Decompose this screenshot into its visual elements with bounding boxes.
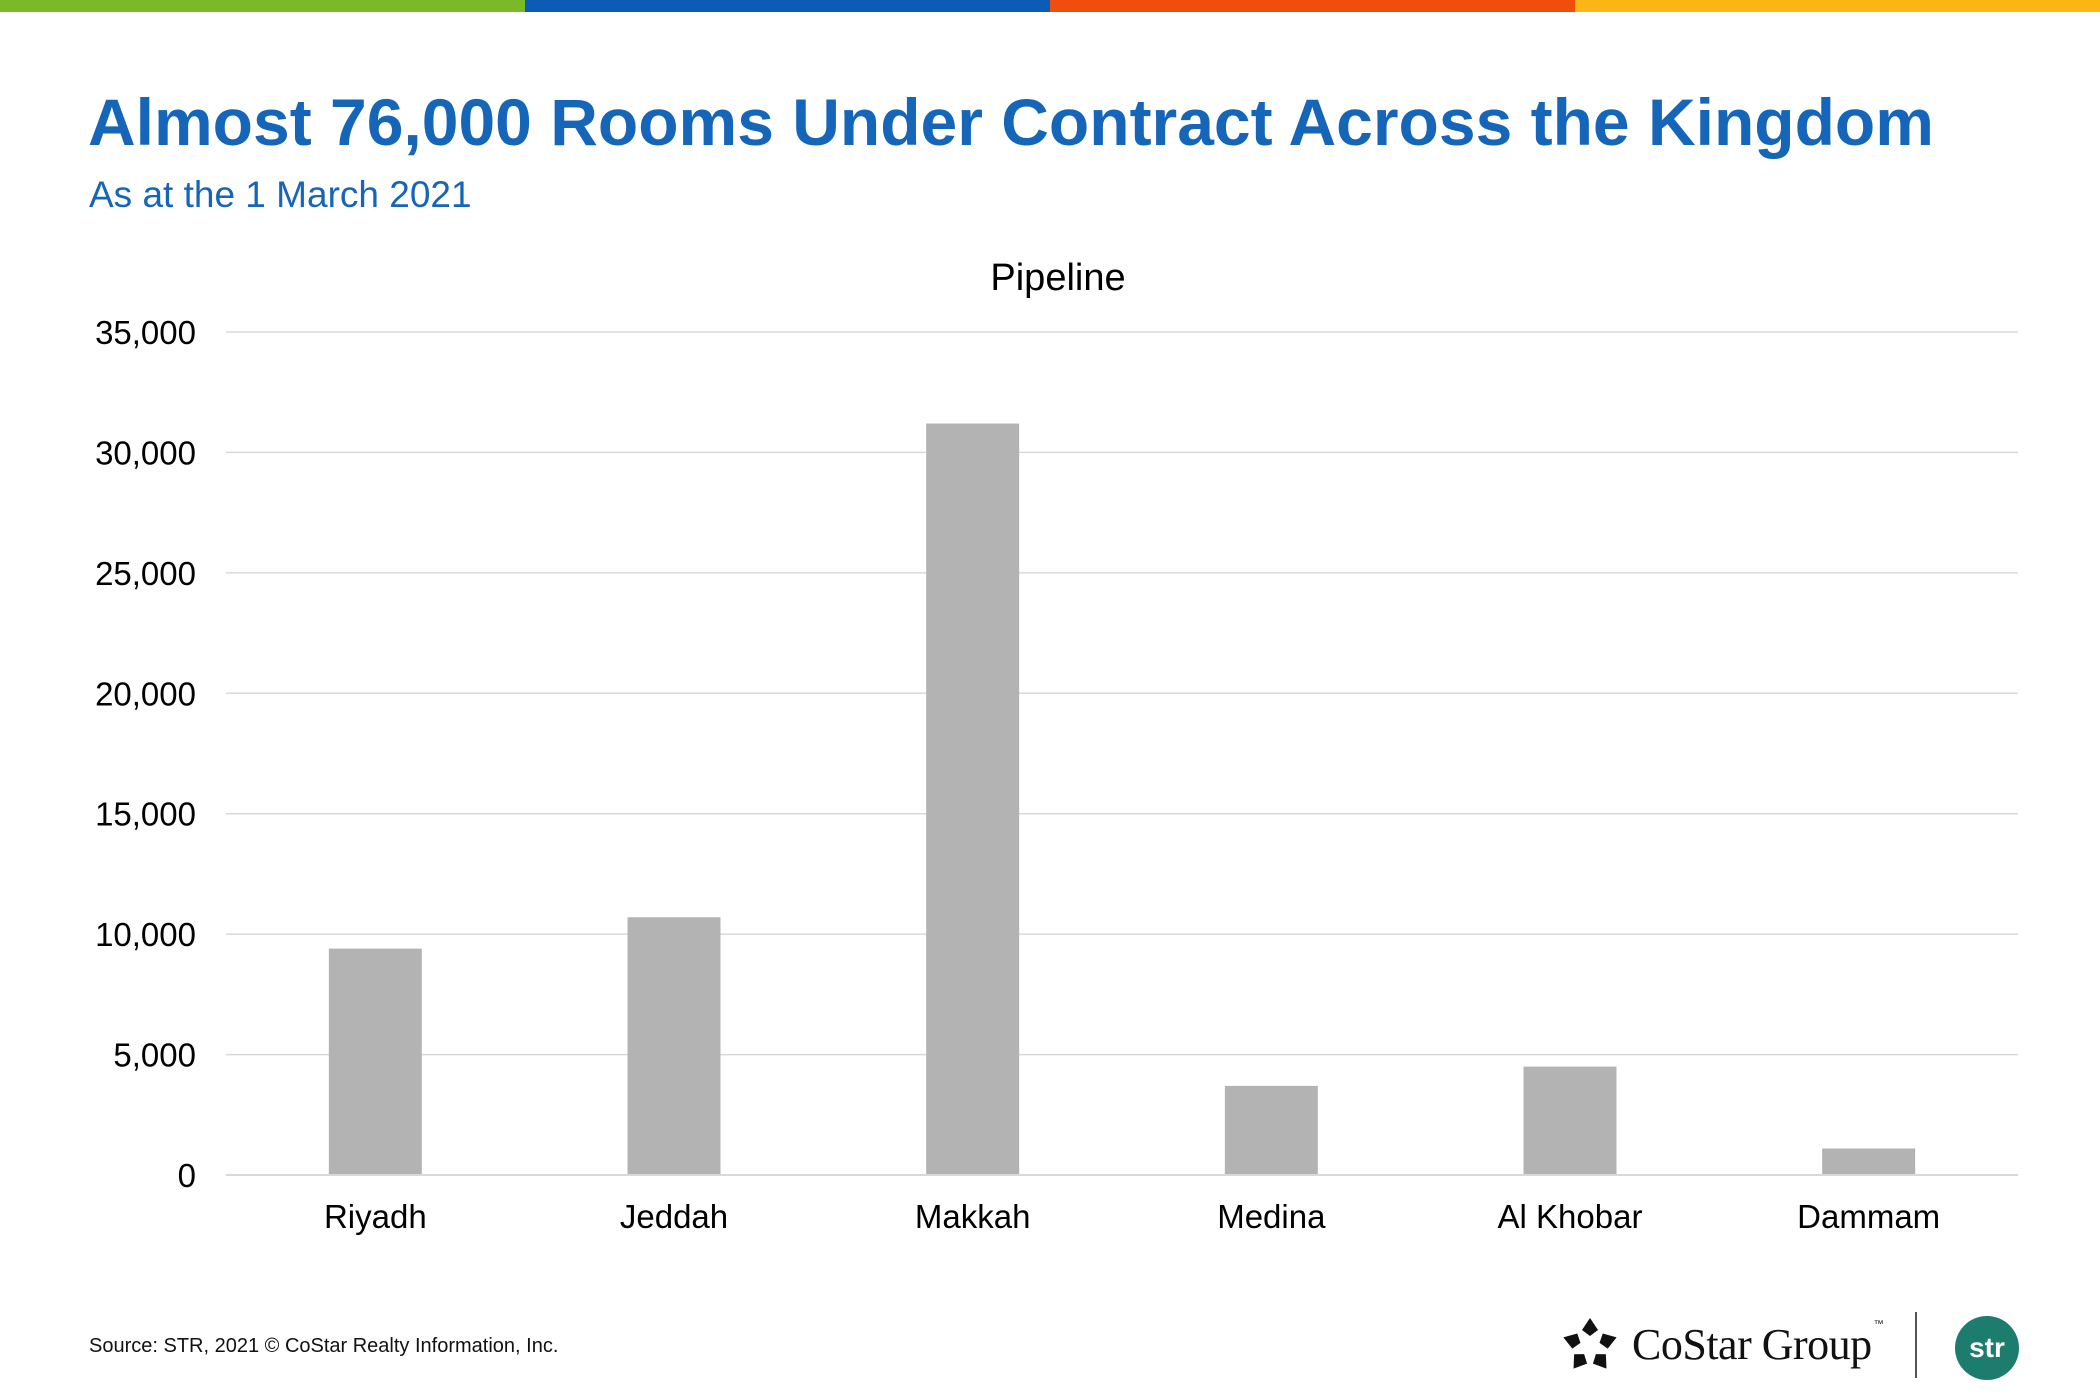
y-tick-label: 35,000 bbox=[95, 314, 196, 351]
costar-group-logo: CoStar Group ™ bbox=[1562, 1316, 1884, 1372]
source-note: Source: STR, 2021 © CoStar Realty Inform… bbox=[89, 1335, 559, 1357]
bar-al-khobar bbox=[1523, 1066, 1617, 1175]
y-tick-label: 0 bbox=[178, 1157, 196, 1194]
y-tick-label: 15,000 bbox=[95, 796, 196, 833]
logo-divider bbox=[1915, 1312, 1917, 1378]
top-bar-orange bbox=[1050, 0, 1575, 12]
x-tick-label: Medina bbox=[1217, 1198, 1326, 1235]
chart-bars bbox=[226, 423, 2018, 1176]
chart-title: Pipeline bbox=[990, 257, 1125, 299]
y-tick-label: 30,000 bbox=[95, 434, 196, 471]
costar-logo-text: CoStar Group ™ bbox=[1632, 1318, 1884, 1369]
top-bar-green bbox=[0, 0, 525, 12]
bar-makkah bbox=[926, 423, 1020, 1175]
y-axis-ticks: 0 5,000 10,000 15,000 20,000 25,000 30,000 35,0… bbox=[95, 314, 196, 1194]
x-tick-label: Makkah bbox=[915, 1198, 1031, 1235]
bar-riyadh bbox=[328, 948, 422, 1175]
bar-jeddah bbox=[627, 917, 721, 1175]
y-tick-label: 20,000 bbox=[95, 675, 196, 712]
top-bar-blue bbox=[525, 0, 1050, 12]
x-tick-label: Al Khobar bbox=[1498, 1198, 1643, 1235]
y-tick-label: 10,000 bbox=[95, 916, 196, 953]
pipeline-bar-chart: Pipeline 0 5,000 10,000 15,000 20,000 25,000 3… bbox=[95, 257, 2018, 1235]
page-subtitle: As at the 1 March 2021 bbox=[89, 174, 472, 215]
str-logo: str bbox=[1955, 1316, 2019, 1380]
bar-medina bbox=[1224, 1085, 1318, 1175]
y-tick-label: 5,000 bbox=[113, 1037, 196, 1074]
costar-star-icon bbox=[1563, 1318, 1617, 1369]
y-tick-label: 25,000 bbox=[95, 555, 196, 592]
bar-dammam bbox=[1822, 1148, 1916, 1175]
page-title: Almost 76,000 Rooms Under Contract Acros… bbox=[88, 85, 1934, 159]
x-axis-ticks: Riyadh Jeddah Makkah Medina Al Khobar Dammam bbox=[324, 1198, 1940, 1235]
chart-gridlines bbox=[226, 331, 2018, 1176]
top-bar-yellow bbox=[1575, 0, 2100, 12]
x-tick-label: Jeddah bbox=[620, 1198, 728, 1235]
x-tick-label: Dammam bbox=[1797, 1198, 1940, 1235]
top-color-bar bbox=[0, 0, 2100, 12]
x-tick-label: Riyadh bbox=[324, 1198, 427, 1235]
